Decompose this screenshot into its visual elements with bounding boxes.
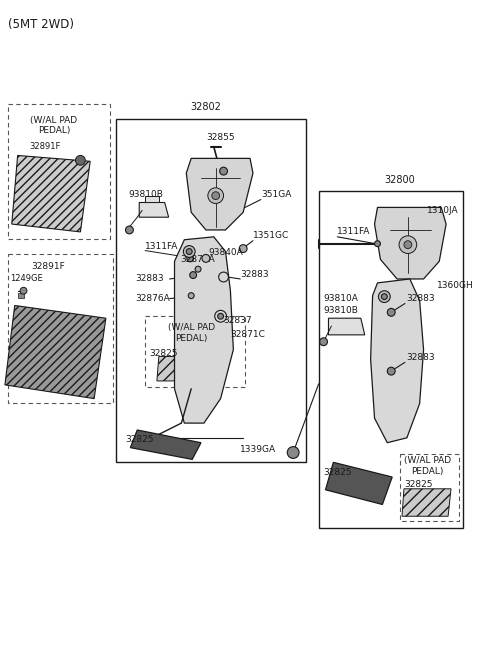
Text: 32876A: 32876A xyxy=(135,294,170,303)
Text: 32825: 32825 xyxy=(324,468,352,477)
Text: (W/AL PAD: (W/AL PAD xyxy=(404,456,451,465)
Text: (W/AL PAD: (W/AL PAD xyxy=(168,323,215,333)
Circle shape xyxy=(195,266,201,272)
Text: 93810A: 93810A xyxy=(324,294,359,303)
Circle shape xyxy=(187,255,193,262)
Circle shape xyxy=(125,226,133,234)
Circle shape xyxy=(208,188,224,203)
Text: 32883: 32883 xyxy=(406,294,434,303)
Circle shape xyxy=(186,249,192,255)
Polygon shape xyxy=(145,195,159,203)
Text: 32883: 32883 xyxy=(406,353,434,362)
Text: 32883: 32883 xyxy=(240,270,269,279)
Circle shape xyxy=(239,245,247,253)
Text: 93810B: 93810B xyxy=(129,190,163,199)
Text: PEDAL): PEDAL) xyxy=(175,335,207,343)
Polygon shape xyxy=(12,155,90,232)
Polygon shape xyxy=(18,293,24,298)
Text: 1339GA: 1339GA xyxy=(240,445,276,454)
Circle shape xyxy=(387,367,395,375)
Text: (5MT 2WD): (5MT 2WD) xyxy=(8,18,74,31)
Circle shape xyxy=(374,241,381,247)
Text: 32883: 32883 xyxy=(135,274,164,283)
Circle shape xyxy=(20,287,27,294)
Text: 32802: 32802 xyxy=(191,102,221,112)
Text: 351GA: 351GA xyxy=(261,190,291,199)
Polygon shape xyxy=(175,237,233,423)
Text: 1249GE: 1249GE xyxy=(10,274,43,283)
Circle shape xyxy=(183,245,195,257)
Text: 32825: 32825 xyxy=(149,349,178,358)
Text: 32891F: 32891F xyxy=(29,142,61,151)
Text: 1351GC: 1351GC xyxy=(253,232,289,240)
Polygon shape xyxy=(139,203,168,217)
Circle shape xyxy=(212,192,220,199)
Text: 32800: 32800 xyxy=(384,175,415,185)
Polygon shape xyxy=(5,306,106,399)
Circle shape xyxy=(75,155,85,165)
Text: 32855: 32855 xyxy=(206,133,235,142)
Text: 32837: 32837 xyxy=(224,316,252,325)
Circle shape xyxy=(382,294,387,300)
Circle shape xyxy=(188,293,194,298)
Circle shape xyxy=(202,255,210,262)
Text: 32825: 32825 xyxy=(404,480,432,489)
Text: 93840A: 93840A xyxy=(209,248,243,257)
Polygon shape xyxy=(157,356,194,381)
Text: (W/AL PAD: (W/AL PAD xyxy=(30,115,77,125)
Polygon shape xyxy=(328,318,365,335)
Text: 1360GH: 1360GH xyxy=(437,281,474,291)
Circle shape xyxy=(190,272,197,279)
Text: 1310JA: 1310JA xyxy=(427,206,458,215)
Text: 32825: 32825 xyxy=(125,436,154,444)
Text: 32876A: 32876A xyxy=(180,255,215,264)
Circle shape xyxy=(399,236,417,253)
Text: 1311FA: 1311FA xyxy=(337,228,371,236)
Circle shape xyxy=(217,314,224,319)
Circle shape xyxy=(404,241,412,249)
Text: 32871C: 32871C xyxy=(230,331,265,339)
Text: 1311FA: 1311FA xyxy=(145,242,179,251)
Text: PEDAL): PEDAL) xyxy=(411,466,444,476)
Circle shape xyxy=(320,338,327,346)
Text: 32891F: 32891F xyxy=(31,262,65,271)
Text: 93810B: 93810B xyxy=(324,306,359,315)
Polygon shape xyxy=(374,207,446,279)
Polygon shape xyxy=(371,279,423,443)
Text: PEDAL): PEDAL) xyxy=(38,127,70,135)
Circle shape xyxy=(387,308,395,316)
Polygon shape xyxy=(402,489,451,516)
Circle shape xyxy=(288,447,299,459)
Circle shape xyxy=(220,167,228,175)
Polygon shape xyxy=(325,462,392,504)
Polygon shape xyxy=(131,430,201,459)
Circle shape xyxy=(378,291,390,302)
Polygon shape xyxy=(186,158,253,230)
